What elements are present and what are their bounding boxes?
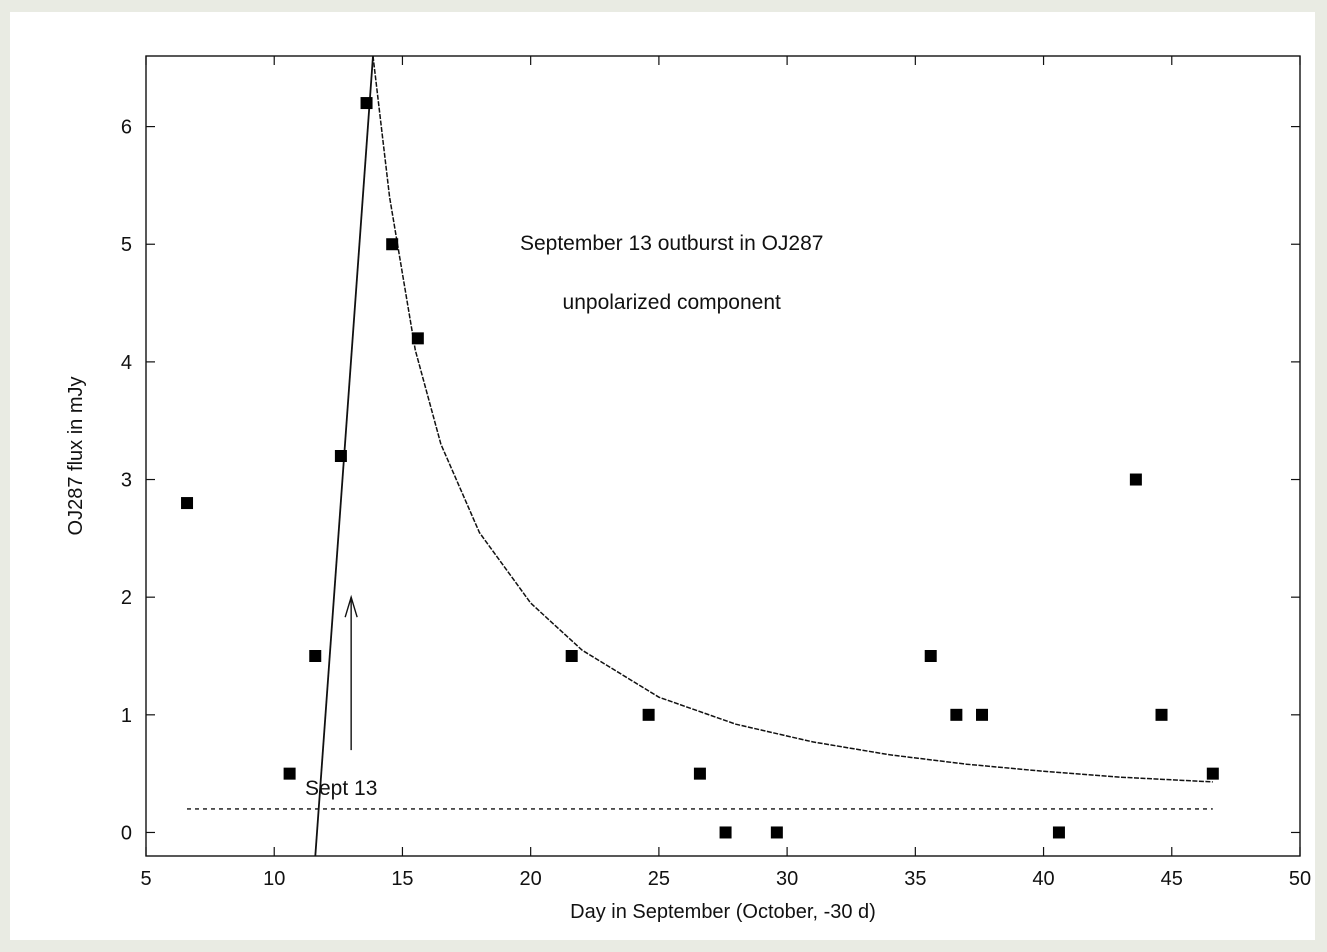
x-tick-label: 10: [263, 868, 285, 890]
x-tick-label: 30: [776, 868, 798, 890]
y-tick-label: 2: [121, 587, 132, 609]
data-point: [181, 497, 194, 510]
annotation-title-line1: September 13 outburst in OJ287: [520, 232, 824, 255]
data-point: [642, 708, 655, 721]
data-points: [181, 97, 1219, 839]
data-point: [1155, 708, 1168, 721]
data-point: [693, 767, 706, 780]
x-tick-label: 20: [520, 868, 542, 890]
x-axis-label: Day in September (October, -30 d): [570, 901, 876, 923]
data-point: [1206, 767, 1219, 780]
x-tick-label: 45: [1161, 868, 1183, 890]
x-tick-label: 50: [1289, 868, 1311, 890]
x-tick-label: 5: [140, 868, 151, 890]
y-tick-label: 5: [121, 234, 132, 256]
x-tick-label: 25: [648, 868, 670, 890]
data-point: [334, 450, 347, 462]
y-tick-label: 6: [121, 117, 132, 139]
x-tick-labels: 5 10 15 20 25 30 35 40 45 50: [140, 868, 1311, 890]
decay-curve: [372, 55, 1213, 783]
annotation-title-line2: unpolarized component: [563, 291, 781, 314]
data-point: [719, 826, 732, 839]
x-tick-label: 15: [391, 868, 413, 890]
y-tick-label: 3: [121, 470, 132, 492]
data-point: [565, 650, 578, 662]
data-point: [386, 238, 399, 251]
data-point: [976, 708, 989, 721]
data-point: [360, 97, 373, 110]
x-tick-label: 40: [1032, 868, 1054, 890]
data-point: [411, 332, 424, 345]
arrow-head: [344, 594, 358, 618]
y-axis-label: OJ287 flux in mJy: [65, 377, 87, 536]
sept13-arrow: [344, 594, 358, 751]
data-point: [950, 708, 963, 721]
x-tick-label: 35: [904, 868, 926, 890]
axis-ticks: [145, 56, 1301, 856]
y-tick-label: 1: [121, 705, 132, 727]
arrow-label: Sept 13: [305, 777, 377, 800]
plot-area-border: [145, 55, 1301, 857]
data-point: [1052, 826, 1065, 839]
data-point: [309, 650, 322, 662]
y-tick-label: 4: [121, 352, 132, 374]
data-point: [770, 826, 783, 839]
y-tick-labels: 0 1 2 3 4 5 6: [121, 117, 132, 845]
y-tick-label: 0: [121, 822, 132, 844]
data-point: [283, 767, 296, 780]
data-point: [924, 650, 937, 662]
data-point: [1129, 473, 1142, 486]
